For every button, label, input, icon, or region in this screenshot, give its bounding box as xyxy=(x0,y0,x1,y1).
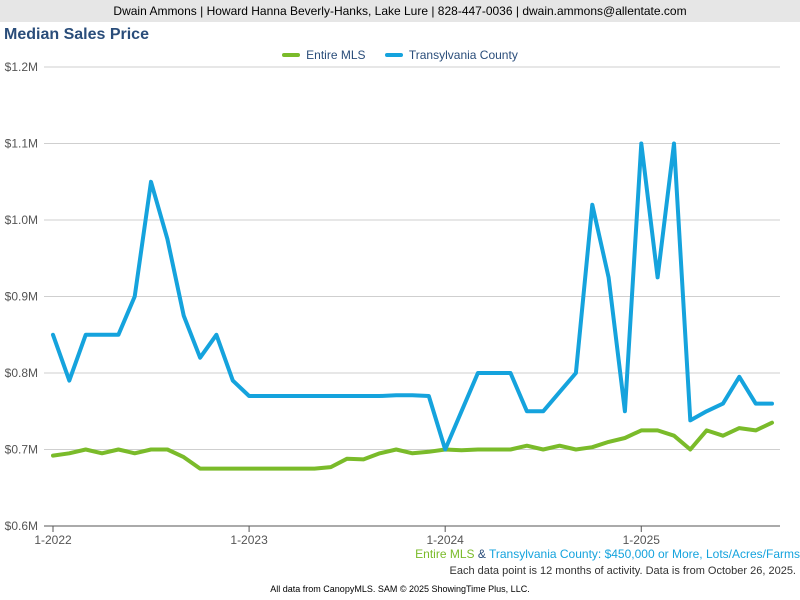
footnote-county-label: Transylvania County xyxy=(488,547,598,561)
y-tick-label: $0.8M xyxy=(5,366,38,380)
y-tick-label: $0.9M xyxy=(5,290,38,304)
legend-swatch-transylvania-county xyxy=(384,53,403,57)
chart-criteria-footnote: Entire MLS & Transylvania County: $450,0… xyxy=(0,547,800,561)
data-period-note: Each data point is 12 months of activity… xyxy=(449,565,796,577)
legend-label-transylvania-county: Transylvania County xyxy=(408,48,518,62)
x-tick-label: 1-2022 xyxy=(34,533,72,547)
x-tick-label: 1-2025 xyxy=(623,533,661,547)
chart-legend: Entire MLS Transylvania County xyxy=(0,46,800,62)
y-tick-label: $1.0M xyxy=(5,213,38,227)
legend-swatch-entire-mls xyxy=(282,53,301,57)
y-tick-label: $1.2M xyxy=(5,60,38,74)
legend-label-entire-mls: Entire MLS xyxy=(306,48,366,62)
agent-contact-bar: Dwain Ammons | Howard Hanna Beverly-Hank… xyxy=(0,0,800,22)
footnote-criteria: : $450,000 or More, Lots/Acres/Farms xyxy=(597,547,800,561)
footnote-ampersand: & xyxy=(474,547,489,561)
y-tick-label: $1.1M xyxy=(5,137,38,151)
x-tick-label: 1-2023 xyxy=(230,533,268,547)
series-line-transylvania-county xyxy=(51,141,774,452)
footnote-mls-label: Entire MLS xyxy=(415,547,475,561)
data-credit: All data from CanopyMLS. SAM © 2025 Show… xyxy=(270,584,530,594)
series-line-entire-mls xyxy=(51,420,774,471)
chart-title: Median Sales Price xyxy=(4,26,149,43)
legend-item-entire-mls[interactable]: Entire MLS xyxy=(282,48,366,62)
legend-item-transylvania-county[interactable]: Transylvania County xyxy=(384,48,518,62)
y-tick-label: $0.6M xyxy=(5,519,38,533)
x-tick-label: 1-2024 xyxy=(426,533,464,547)
y-tick-label: $0.7M xyxy=(5,443,38,457)
